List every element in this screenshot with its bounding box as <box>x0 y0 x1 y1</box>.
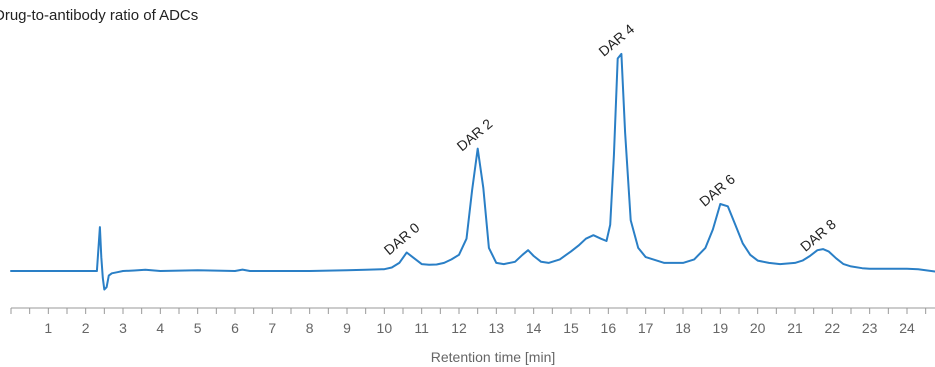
x-tick-label: 9 <box>343 320 351 336</box>
x-tick-label: 15 <box>563 320 579 336</box>
x-tick-label: 18 <box>675 320 691 336</box>
x-tick-label: 12 <box>451 320 467 336</box>
chart-title: Drug-to-antibody ratio of ADCs <box>0 7 198 24</box>
x-tick-label: 19 <box>713 320 729 336</box>
x-tick-label: 7 <box>268 320 276 336</box>
peak-label: DAR 8 <box>797 216 839 255</box>
peak-label: DAR 0 <box>381 219 423 258</box>
x-tick-label: 16 <box>601 320 617 336</box>
x-tick-label: 2 <box>82 320 90 336</box>
peak-label: DAR 4 <box>595 21 637 60</box>
x-tick-label: 23 <box>862 320 878 336</box>
peak-label: DAR 6 <box>696 171 738 210</box>
peak-label: DAR 2 <box>454 115 496 154</box>
x-tick-label: 1 <box>44 320 52 336</box>
x-tick-label: 11 <box>414 320 429 336</box>
x-tick-label: 14 <box>526 320 542 336</box>
series-line <box>10 52 935 291</box>
x-tick-label: 5 <box>194 320 202 336</box>
x-tick-label: 22 <box>825 320 841 336</box>
x-tick-label: 20 <box>750 320 766 336</box>
x-tick-label: 10 <box>377 320 393 336</box>
x-tick-label: 24 <box>899 320 915 336</box>
x-tick-label: 6 <box>231 320 239 336</box>
x-tick-label: 4 <box>156 320 164 336</box>
x-tick-label: 3 <box>119 320 127 336</box>
x-tick-label: 17 <box>638 320 654 336</box>
x-tick-label: 8 <box>306 320 314 336</box>
x-axis-title: Retention time [min] <box>431 349 556 365</box>
x-tick-label: 21 <box>787 320 803 336</box>
x-tick-label: 13 <box>489 320 505 336</box>
x-axis-ticks: 1 2 3 4 5 6 7 8 9 10 11 12 13 14 15 16 17 18 19 20 21 22 23 24 <box>10 308 927 336</box>
